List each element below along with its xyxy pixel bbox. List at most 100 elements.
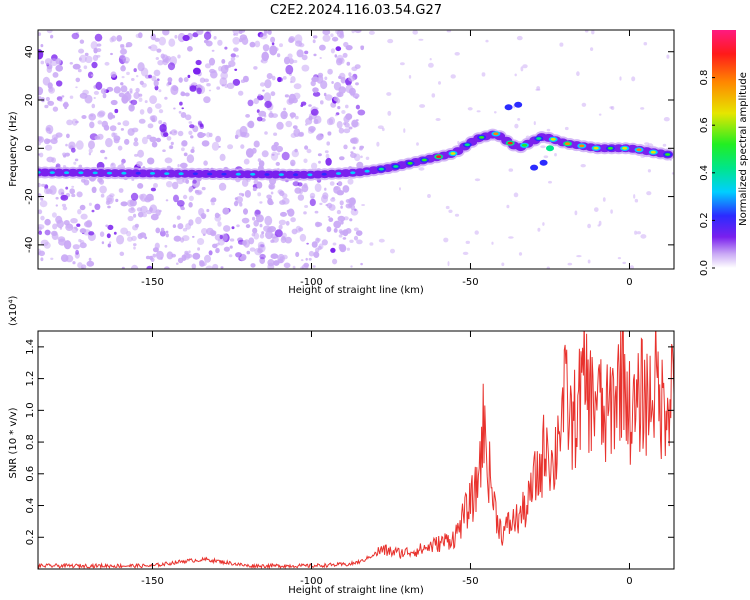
noise-speck [292, 265, 296, 269]
noise-speck [197, 238, 205, 245]
noise-speck [313, 53, 317, 57]
noise-speck [282, 254, 288, 260]
ridge-peak [335, 172, 342, 175]
noise-speck [208, 89, 212, 92]
noise-speck [246, 121, 254, 128]
noise-speck [176, 215, 181, 220]
noise-speck [79, 204, 86, 211]
spectrogram-marks [38, 30, 674, 269]
noise-speck [266, 194, 272, 200]
noise-speck [100, 149, 106, 154]
noise-speck [481, 72, 486, 77]
noise-speck [297, 194, 305, 201]
noise-speck [218, 182, 227, 191]
noise-speck [94, 33, 103, 42]
noise-speck [86, 260, 95, 267]
noise-speck [271, 42, 275, 46]
noise-speck [177, 223, 184, 230]
noise-speck [172, 181, 179, 190]
noise-speck [339, 72, 346, 80]
noise-speck [428, 62, 434, 68]
noise-speck [55, 64, 63, 72]
noise-speck [324, 150, 329, 154]
noise-speck [169, 131, 172, 135]
noise-speck [265, 230, 273, 240]
noise-speck [290, 217, 296, 223]
noise-speck [91, 186, 97, 193]
noise-speck [342, 52, 348, 58]
noise-speck [190, 149, 195, 153]
noise-speck [418, 38, 424, 41]
noise-speck [281, 193, 288, 199]
noise-speck [120, 127, 124, 131]
noise-speck [152, 247, 159, 253]
noise-speck [325, 157, 332, 166]
noise-speck [283, 56, 291, 65]
noise-speck [353, 153, 361, 162]
noise-speck [103, 124, 110, 131]
noise-speck [514, 123, 519, 129]
noise-speck [206, 83, 211, 87]
noise-speck [232, 78, 241, 86]
noise-speck [300, 259, 304, 262]
noise-speck [191, 263, 197, 269]
noise-speck [270, 36, 276, 43]
noise-speck [257, 192, 262, 197]
noise-speck [178, 77, 183, 83]
noise-speck [151, 141, 158, 148]
noise-speck [233, 200, 239, 207]
noise-speck [277, 152, 280, 156]
noise-speck [102, 93, 107, 99]
noise-speck [201, 140, 210, 147]
noise-speck [96, 54, 101, 58]
noise-speck [249, 41, 256, 48]
noise-speck [533, 121, 536, 126]
noise-speck [288, 93, 296, 102]
noise-speck [109, 241, 112, 244]
noise-speck [345, 199, 351, 203]
noise-speck [355, 104, 360, 110]
noise-speck [319, 202, 323, 206]
noise-speck [133, 243, 137, 247]
noise-speck [159, 230, 166, 237]
noise-speck [233, 33, 236, 36]
noise-speck [277, 77, 284, 82]
noise-speck [39, 152, 44, 158]
noise-speck [294, 115, 299, 120]
spectrogram-panel: -150 -100 -50 0 -40 -20 0 20 40 Height of straig… [8, 29, 675, 296]
noise-speck [129, 88, 133, 93]
noise-speck [205, 265, 213, 269]
noise-speck [259, 253, 266, 260]
noise-speck [581, 102, 587, 107]
noise-speck [229, 245, 233, 249]
chart-title: C2E2.2024.116.03.54.G27 [270, 3, 442, 18]
noise-speck [234, 197, 238, 200]
noise-speck [214, 215, 222, 222]
noise-speck [300, 104, 304, 107]
noise-speck [118, 188, 124, 193]
noise-speck [220, 266, 224, 269]
noise-speck [666, 54, 670, 59]
noise-speck [137, 149, 145, 158]
y-tick-label: -40 [24, 237, 35, 253]
noise-speck [215, 135, 222, 143]
noise-speck [113, 138, 120, 144]
noise-speck [256, 116, 263, 122]
noise-speck [120, 48, 127, 55]
noise-speck [44, 229, 51, 236]
noise-speck [172, 224, 177, 229]
noise-speck [333, 228, 338, 233]
noise-speck [43, 187, 50, 195]
noise-speck [403, 128, 406, 133]
noise-speck [209, 132, 213, 138]
noise-speck [333, 220, 342, 229]
noise-speck [178, 110, 182, 114]
noise-speck [97, 120, 103, 125]
noise-speck [72, 63, 81, 70]
noise-speck [153, 69, 161, 77]
noise-speck [95, 81, 103, 90]
noise-speck [564, 126, 569, 131]
noise-speck [197, 120, 202, 126]
noise-speck [311, 76, 319, 83]
